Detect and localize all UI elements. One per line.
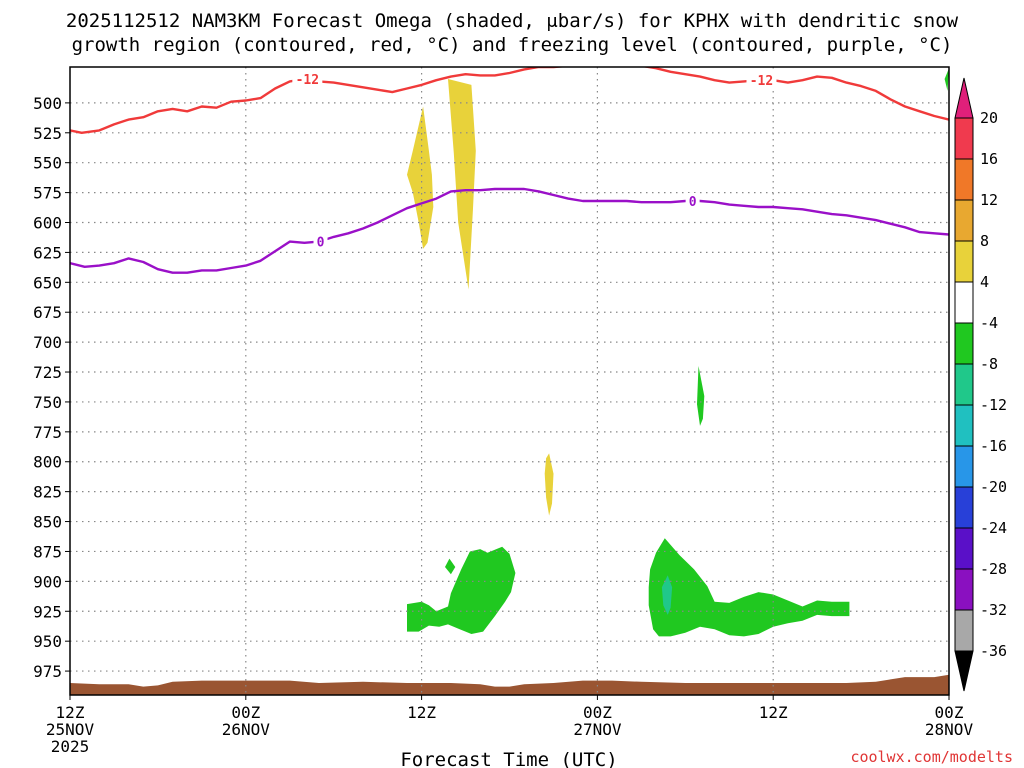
colorbar-swatch-9 [954,486,974,529]
plot-frame [69,66,950,696]
freezing-contour-label-bg-1 [685,192,700,209]
y-tick-label-825: 825 [33,483,62,502]
y-tick-label-525: 525 [33,124,62,143]
omega-shade-region-3 [697,366,705,426]
y-tick-label-850: 850 [33,513,62,532]
freezing-contour-label-bg-0 [313,233,328,250]
omega-shade-region-2 [544,453,554,516]
colorbar-swatch-10 [954,527,974,570]
colorbar-label-2: 12 [980,191,998,209]
dgz-contour-line [70,67,949,135]
freezing-contour-line [70,187,949,274]
y-tick-label-500: 500 [33,94,62,113]
x-tick-label-0-3: 2025 [51,737,90,756]
y-tick-label-600: 600 [33,214,62,233]
colorbar-label-12: -32 [980,601,1007,619]
x-tick-label-0-2: 25NOV [46,720,95,739]
colorbar-swatch-2 [954,199,974,242]
credit-text: coolwx.com/modelts [850,748,1013,766]
chart-title-line-1: 2025112512 NAM3KM Forecast Omega (shaded… [66,10,959,32]
colorbar-label-11: -28 [980,560,1007,578]
colorbar-label-6: -8 [980,355,998,373]
x-tick-label-60-1: 00Z [935,703,964,722]
x-tick-label-48-1: 12Z [759,703,788,722]
terrain-fill [70,674,949,695]
y-tick-label-725: 725 [33,363,62,382]
y-tick-label-625: 625 [33,243,62,262]
x-tick-label-0-1: 12Z [56,703,85,722]
omega-shade-region-5 [407,546,516,634]
x-tick-label-12-1: 00Z [231,703,260,722]
colorbar-swatch-3 [954,240,974,283]
dgz-contour-label-bg-1 [746,72,777,89]
y-tick-label-775: 775 [33,423,62,442]
colorbar-top-arrow [954,77,974,119]
colorbar-swatch-8 [954,445,974,488]
gridlines [70,67,949,695]
colorbar-swatch-4 [954,281,974,324]
y-tick-label-575: 575 [33,184,62,203]
colorbar-bottom-arrow [954,650,974,692]
omega-shade-region-4 [944,68,949,91]
colorbar-label-1: 16 [980,150,998,168]
x-tick-label-36-2: 27NOV [573,720,622,739]
colorbar-label-3: 8 [980,232,989,250]
colorbar-label-4: 4 [980,273,989,291]
colorbar-swatch-1 [954,158,974,201]
y-tick-label-550: 550 [33,154,62,173]
colorbar-label-8: -16 [980,437,1007,455]
y-tick-label-950: 950 [33,632,62,651]
x-tick-label-24-1: 12Z [407,703,436,722]
colorbar-label-5: -4 [980,314,998,332]
y-tick-label-975: 975 [33,662,62,681]
x-tick-label-36-1: 00Z [583,703,612,722]
y-tick-label-700: 700 [33,333,62,352]
omega-shade-region-0 [448,79,476,290]
colorbar: 20 16 12 8 4 -4 -8 -12 -16 -20 -24 -28 -32 -36 [954,77,1007,692]
colorbar-swatch-0 [954,117,974,160]
y-tick-label-675: 675 [33,303,62,322]
colorbar-swatch-5 [954,322,974,365]
axes: 500 525 550 575 600 625 650 675 700 725 750 775 800 8… [33,66,974,756]
contours: -12 -12 0 0 [70,67,949,274]
y-tick-label-650: 650 [33,273,62,292]
freezing-contour-label-1: 0 [689,195,697,210]
y-tick-label-900: 900 [33,572,62,591]
colorbar-swatch-7 [954,404,974,447]
colorbar-label-13: -36 [980,642,1007,660]
chart-title-line-2: growth region (contoured, red, °C) and f… [72,34,953,56]
y-tick-label-875: 875 [33,542,62,561]
colorbar-label-0: 20 [980,109,998,127]
dgz-contour-label-1: -12 [750,74,773,89]
colorbar-swatch-6 [954,363,974,406]
colorbar-label-7: -12 [980,396,1007,414]
plot-area [70,68,949,695]
y-tick-label-925: 925 [33,602,62,621]
omega-shade-region-1 [407,106,434,249]
colorbar-swatch-11 [954,568,974,611]
omega-shade-region-6 [445,558,456,575]
x-tick-label-60-2: 28NOV [925,720,974,739]
omega-shade-region-8 [661,575,673,615]
dgz-contour-label-bg-0 [292,70,323,87]
y-tick-label-750: 750 [33,393,62,412]
dgz-contour-label-0: -12 [296,73,319,88]
x-tick-label-12-2: 26NOV [222,720,271,739]
omega-shade-region-7 [648,538,850,637]
colorbar-label-10: -24 [980,519,1007,537]
y-tick-label-800: 800 [33,453,62,472]
freezing-contour-label-0: 0 [317,236,325,251]
x-axis-label: Forecast Time (UTC) [400,749,617,768]
colorbar-swatch-12 [954,609,974,652]
colorbar-label-9: -20 [980,478,1007,496]
